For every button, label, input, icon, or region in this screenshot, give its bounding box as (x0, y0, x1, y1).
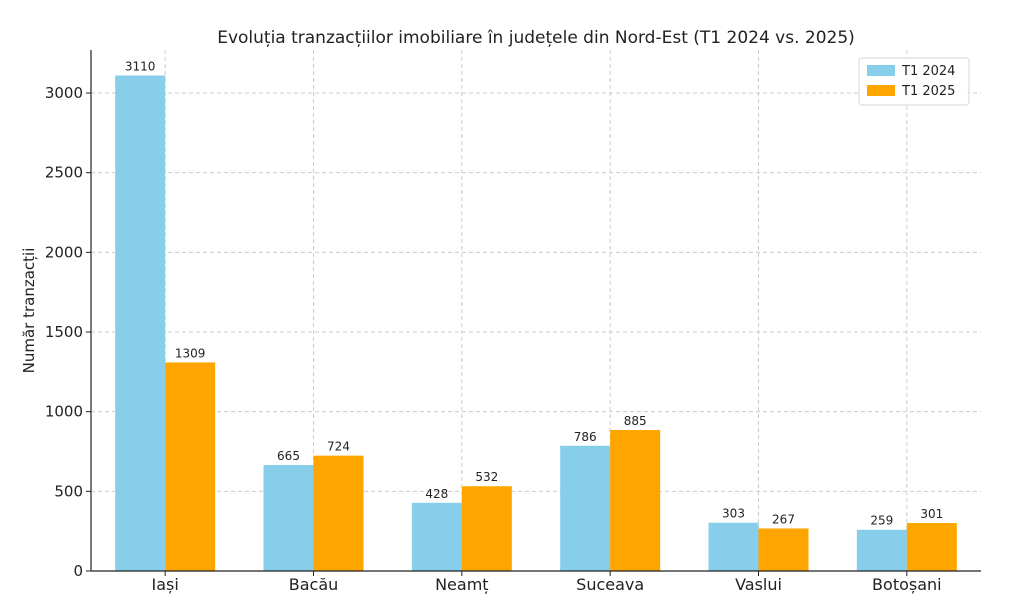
y-axis-ticks: 0 500 1000 1500 2000 2500 3000 (45, 84, 91, 580)
x-axis-ticks: Iași Bacău Neamț Suceava Vaslui Botoșani (152, 571, 942, 594)
data-label: 3110 (125, 59, 156, 73)
data-label: 1309 (175, 346, 206, 360)
legend: T1 2024 T1 2025 (858, 57, 970, 106)
bar-t1-2025 (165, 362, 216, 571)
y-tick-label: 1500 (45, 323, 83, 341)
bars (115, 75, 957, 571)
data-label: 428 (425, 487, 448, 501)
data-label: 665 (277, 449, 300, 463)
data-label: 885 (624, 414, 647, 428)
data-label: 532 (475, 470, 498, 484)
x-tick-label: Neamț (435, 575, 488, 594)
y-tick-label: 1000 (45, 403, 83, 421)
legend-swatch (867, 85, 895, 96)
x-tick-label: Vaslui (735, 575, 782, 594)
chart-title: Evoluția tranzacțiilor imobiliare în jud… (217, 28, 855, 48)
bar-t1-2025 (758, 528, 809, 571)
data-label: 259 (870, 514, 893, 528)
bar-t1-2024 (708, 522, 759, 571)
data-label: 267 (772, 512, 795, 526)
bar-t1-2024 (560, 445, 611, 571)
bar-t1-2025 (461, 486, 512, 571)
bar-t1-2024 (411, 502, 462, 571)
x-tick-label: Bacău (289, 575, 339, 594)
y-axis-title: Număr tranzacții (20, 248, 38, 374)
y-tick-label: 500 (54, 482, 83, 500)
y-tick-label: 2000 (45, 243, 83, 261)
data-label: 301 (920, 507, 943, 521)
data-label: 786 (574, 430, 597, 444)
bar-t1-2024 (856, 529, 907, 571)
y-tick-label: 3000 (45, 84, 83, 102)
data-label: 724 (327, 440, 350, 454)
legend-swatch (867, 65, 895, 76)
x-tick-label: Botoșani (872, 575, 942, 594)
grid (91, 50, 981, 571)
data-labels: 3110 665 428 786 303 259 1309 724 532 885 267 301 (125, 59, 943, 527)
bar-t1-2025 (313, 455, 364, 571)
axes (90, 50, 981, 572)
y-tick-label: 2500 (45, 164, 83, 182)
legend-label: T1 2025 (901, 84, 955, 99)
bar-t1-2024 (263, 465, 314, 571)
x-tick-label: Suceava (576, 575, 644, 594)
data-label: 303 (722, 507, 745, 521)
bar-t1-2025 (906, 523, 957, 571)
legend-label: T1 2024 (901, 64, 955, 79)
bar-t1-2025 (610, 429, 661, 571)
x-tick-label: Iași (152, 575, 179, 594)
y-tick-label: 0 (73, 562, 83, 580)
bar-t1-2024 (115, 75, 166, 571)
